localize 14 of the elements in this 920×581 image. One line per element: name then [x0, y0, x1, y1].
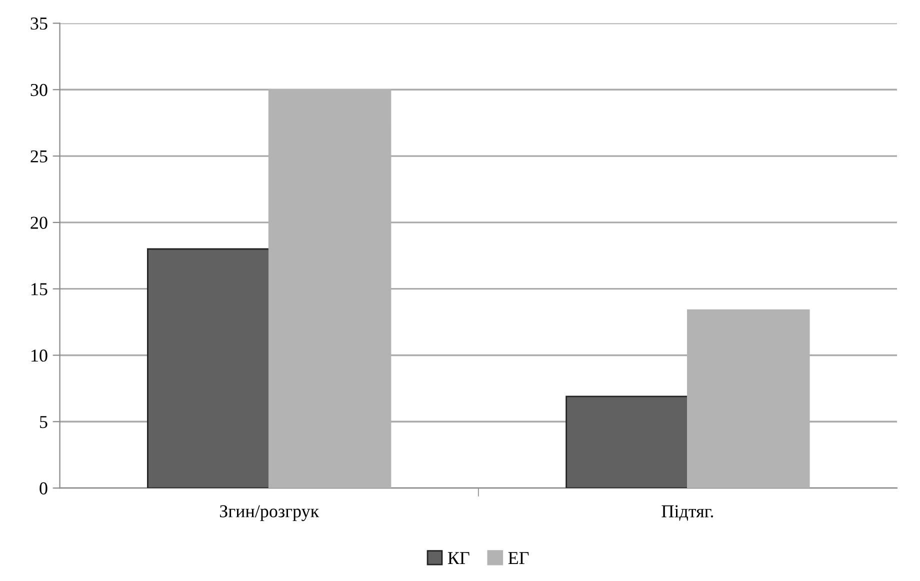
y-tick-label: 30: [30, 84, 48, 96]
legend-label: КГ: [448, 552, 470, 564]
y-tick-label: 35: [30, 18, 48, 30]
bar: [566, 396, 688, 488]
y-tick-label: 5: [40, 416, 48, 428]
legend-label: ЕГ: [508, 552, 529, 564]
y-tick-label: 20: [30, 216, 48, 229]
y-tick-label: 25: [30, 150, 48, 162]
bar: [147, 248, 270, 488]
y-tick-label: 0: [40, 482, 48, 494]
x-tick-label: Підтяг.: [662, 505, 714, 521]
y-tick-label: 15: [32, 283, 48, 296]
x-tick-label: Згин/розгрук: [220, 505, 320, 522]
y-tick-label: 10: [32, 349, 48, 362]
